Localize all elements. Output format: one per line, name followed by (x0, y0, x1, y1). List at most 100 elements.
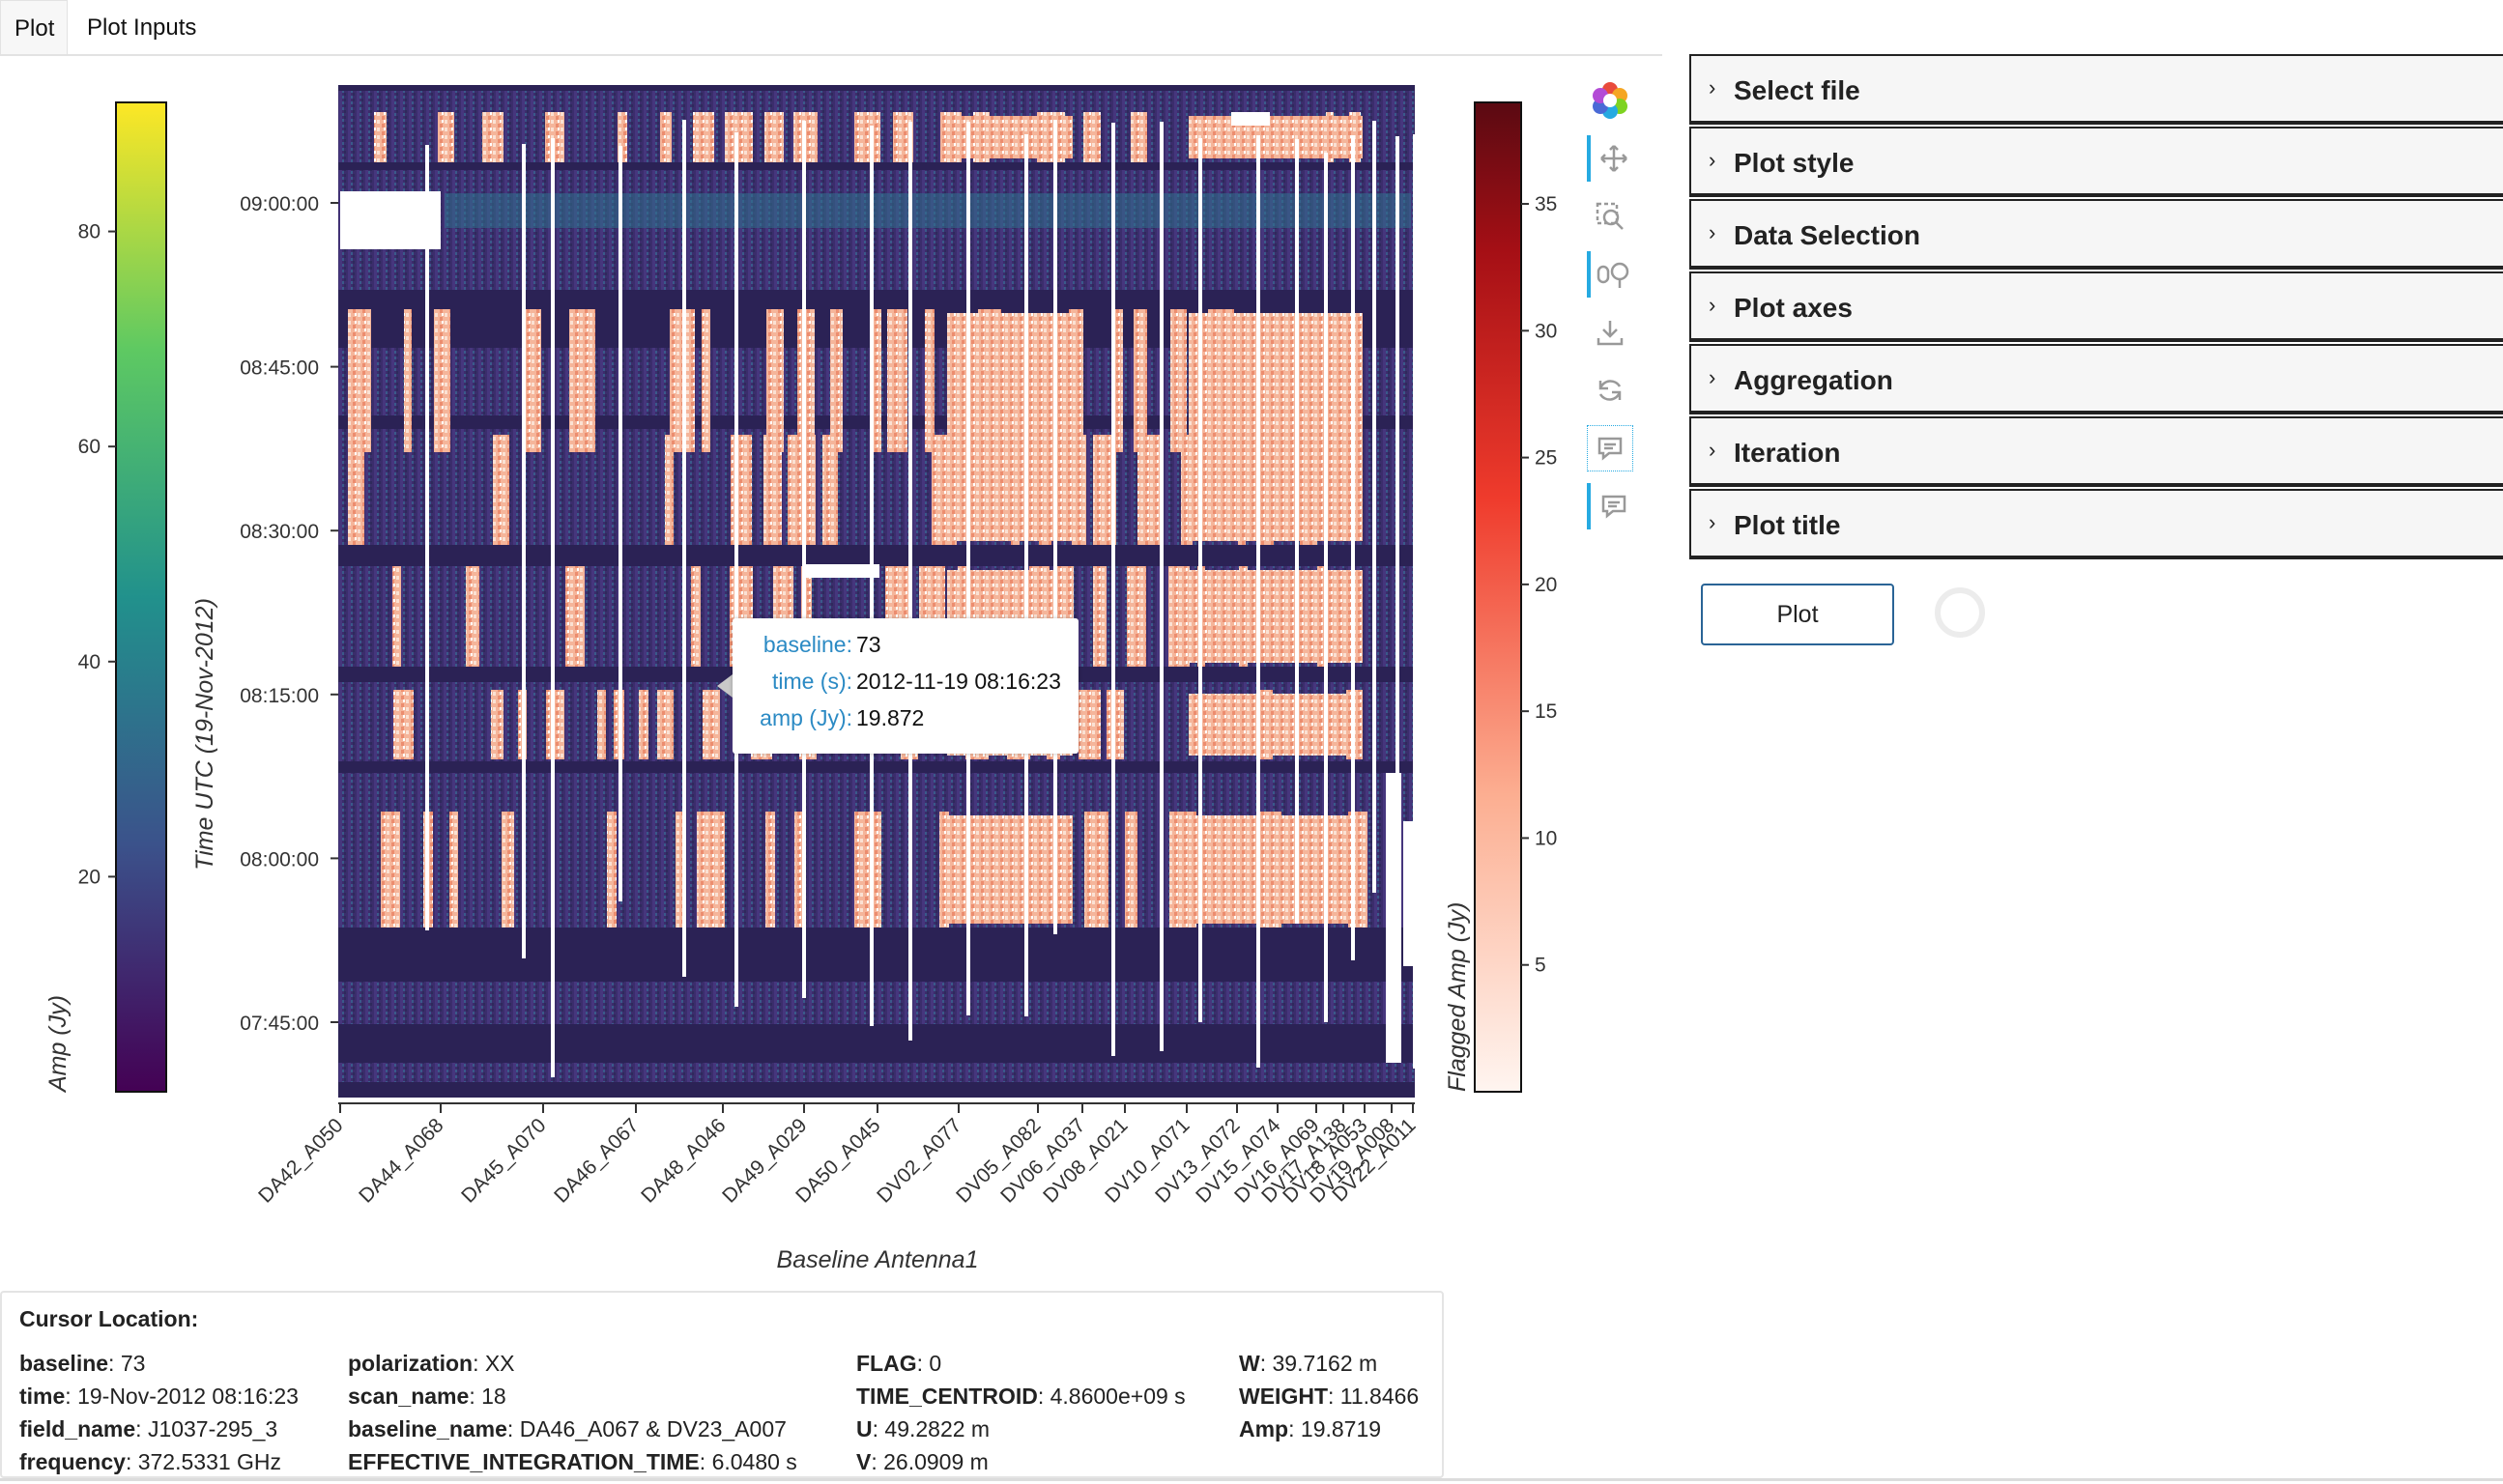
cursor-field: V: 26.0909 m (856, 1449, 989, 1474)
y-axis: 09:00:00 08:45:00 08:30:00 08:15:00 08:00:00… (240, 193, 338, 1035)
cursor-column: polarization: XX scan_name: 18 baseline_… (348, 1347, 797, 1478)
bokeh-logo-icon[interactable] (1587, 77, 1633, 124)
accordion-plot-style[interactable]: › Plot style (1689, 127, 2503, 197)
tab-plot[interactable]: Plot (0, 0, 68, 54)
cursor-field: W: 39.7162 m (1239, 1351, 1378, 1376)
wheel-zoom-icon[interactable] (1587, 251, 1637, 298)
heatmap[interactable] (338, 85, 1417, 1098)
cursor-field: baseline: 73 (19, 1351, 146, 1376)
cursor-field: U: 49.2822 m (856, 1416, 991, 1441)
plot-button[interactable]: Plot (1701, 584, 1894, 645)
accordion-title: Aggregation (1734, 365, 1893, 395)
accordion-aggregation[interactable]: › Aggregation (1689, 344, 2503, 414)
colorbar-flagged-tick-label: 30 (1535, 320, 1557, 342)
y-tick-label: 09:00:00 (240, 193, 319, 215)
cursor-column: FLAG: 0 TIME_CENTROID: 4.8600e+09 s U: 4… (856, 1347, 1186, 1478)
reset-icon[interactable] (1587, 367, 1633, 414)
cursor-field: time: 19-Nov-2012 08:16:23 (19, 1384, 299, 1409)
cursor-field: baseline_name: DA46_A067 & DV23_A007 (348, 1416, 787, 1441)
accordion-title: Iteration (1734, 438, 1841, 468)
accordion-title: Plot style (1734, 148, 1855, 178)
colorbar-flagged-label: Flagged Amp (Jy) (1444, 902, 1471, 1092)
chevron-right-icon: › (1709, 75, 1716, 100)
accordion-plot-axes[interactable]: › Plot axes (1689, 271, 2503, 342)
accordion-title: Select file (1734, 75, 1860, 105)
y-tick-label: 07:45:00 (240, 1013, 319, 1035)
plot-inputs-accordion: › Select file › Plot style › Data Selection… (1689, 54, 2503, 561)
chevron-right-icon: › (1709, 220, 1716, 244)
colorbar-flagged-tick-label: 15 (1535, 700, 1557, 723)
tooltip-key: baseline: (762, 632, 852, 657)
tooltip-value: 19.872 (856, 705, 925, 730)
tooltip-key: time (s): (771, 669, 852, 694)
colorbar-flagged-tick-label: 20 (1535, 574, 1557, 596)
x-tick-label: DA44_A068 (355, 1114, 447, 1207)
accordion-plot-title[interactable]: › Plot title (1689, 489, 2503, 559)
colorbar-amp (115, 101, 167, 1093)
tab-plot-inputs[interactable]: Plot Inputs (87, 14, 197, 41)
colorbar-flagged-tick-label: 25 (1535, 447, 1557, 470)
hover-tooltip: baseline: 73 time (s): 2012-11-19 08:16:23… (733, 618, 1079, 754)
tooltip-arrow (717, 674, 733, 698)
colorbar-amp-tick-label: 20 (78, 866, 101, 888)
chevron-right-icon: › (1709, 148, 1716, 172)
cursor-field: FLAG: 0 (856, 1351, 942, 1376)
hover-icon[interactable] (1587, 425, 1633, 471)
save-icon[interactable] (1587, 309, 1633, 356)
x-axis: DA42_A050 DA44_A068 DA45_A070 DA46_A067DA48… (254, 1103, 1421, 1208)
accordion-title: Plot title (1734, 510, 1841, 540)
tooltip-value: 73 (856, 632, 881, 657)
x-tick-label: DA42_A050 (254, 1114, 347, 1207)
chevron-right-icon: › (1709, 365, 1716, 389)
pan-icon[interactable] (1587, 135, 1637, 182)
colorbar-flagged-tick-label: 5 (1535, 955, 1546, 977)
chevron-right-icon: › (1709, 510, 1716, 534)
colorbar-amp-tick-label: 60 (78, 436, 101, 458)
cursor-column: baseline: 73 time: 19-Nov-2012 08:16:23 … (19, 1347, 299, 1478)
x-tick-label: DV02_A077 (873, 1114, 965, 1207)
colorbar-flagged-tick-label: 10 (1535, 827, 1557, 849)
cursor-field: field_name: J1037-295_3 (19, 1416, 278, 1441)
colorbar-flagged-ticks: 35 30 25 20 15 10 5 (1521, 193, 1557, 977)
plot-canvas[interactable]: 80 60 40 20 Amp (Jy) Time UTC (19-Nov-2012)… (0, 58, 1566, 1295)
cursor-field: Amp: 19.8719 (1239, 1416, 1382, 1441)
tab-bar: Plot Plot Inputs (0, 0, 1662, 56)
x-tick-label: DA46_A067 (550, 1114, 643, 1207)
cursor-field: WEIGHT: 11.8466 (1239, 1384, 1420, 1409)
accordion-iteration[interactable]: › Iteration (1689, 416, 2503, 487)
tooltip-key: amp (Jy): (760, 705, 852, 730)
colorbar-amp-tick-label: 80 (78, 221, 101, 243)
y-axis-title: Time UTC (19-Nov-2012) (191, 598, 218, 870)
cursor-field: TIME_CENTROID: 4.8600e+09 s (856, 1384, 1186, 1409)
cursor-field: frequency: 372.5331 GHz (19, 1449, 282, 1474)
y-tick-label: 08:00:00 (240, 848, 319, 870)
cursor-location-panel: Cursor Location: baseline: 73 time: 19-N… (0, 1291, 1444, 1478)
accordion-data-selection[interactable]: › Data Selection (1689, 199, 2503, 270)
y-tick-label: 08:15:00 (240, 685, 319, 707)
loading-spinner (1935, 587, 1985, 638)
colorbar-flagged-tick-label: 35 (1535, 193, 1557, 215)
box-zoom-icon[interactable] (1587, 193, 1633, 240)
chevron-right-icon: › (1709, 293, 1716, 317)
accordion-title: Plot axes (1734, 293, 1853, 323)
y-tick-label: 08:30:00 (240, 521, 319, 543)
tooltip-value: 2012-11-19 08:16:23 (856, 669, 1061, 694)
accordion-title: Data Selection (1734, 220, 1920, 250)
colorbar-amp-ticks: 80 60 40 20 (78, 221, 116, 888)
x-axis-title: Baseline Antenna1 (777, 1246, 979, 1273)
y-tick-label: 08:45:00 (240, 357, 319, 380)
cursor-field: scan_name: 18 (348, 1384, 506, 1409)
cursor-column: W: 39.7162 m WEIGHT: 11.8466 Amp: 19.871… (1239, 1347, 1419, 1445)
x-tick-label: DA48_A046 (637, 1114, 730, 1207)
x-tick-label: DA45_A070 (457, 1114, 550, 1207)
colorbar-amp-label: Amp (Jy) (44, 995, 72, 1094)
cursor-field: EFFECTIVE_INTEGRATION_TIME: 6.0480 s (348, 1449, 797, 1474)
plot-toolbar (1575, 77, 1653, 551)
hover-icon[interactable] (1587, 483, 1637, 529)
page-bottom-border (0, 1478, 2503, 1481)
chevron-right-icon: › (1709, 438, 1716, 462)
accordion-select-file[interactable]: › Select file (1689, 54, 2503, 125)
colorbar-amp-tick-label: 40 (78, 651, 101, 673)
colorbar-flagged-amp (1474, 101, 1522, 1093)
cursor-location-title: Cursor Location: (19, 1306, 199, 1331)
